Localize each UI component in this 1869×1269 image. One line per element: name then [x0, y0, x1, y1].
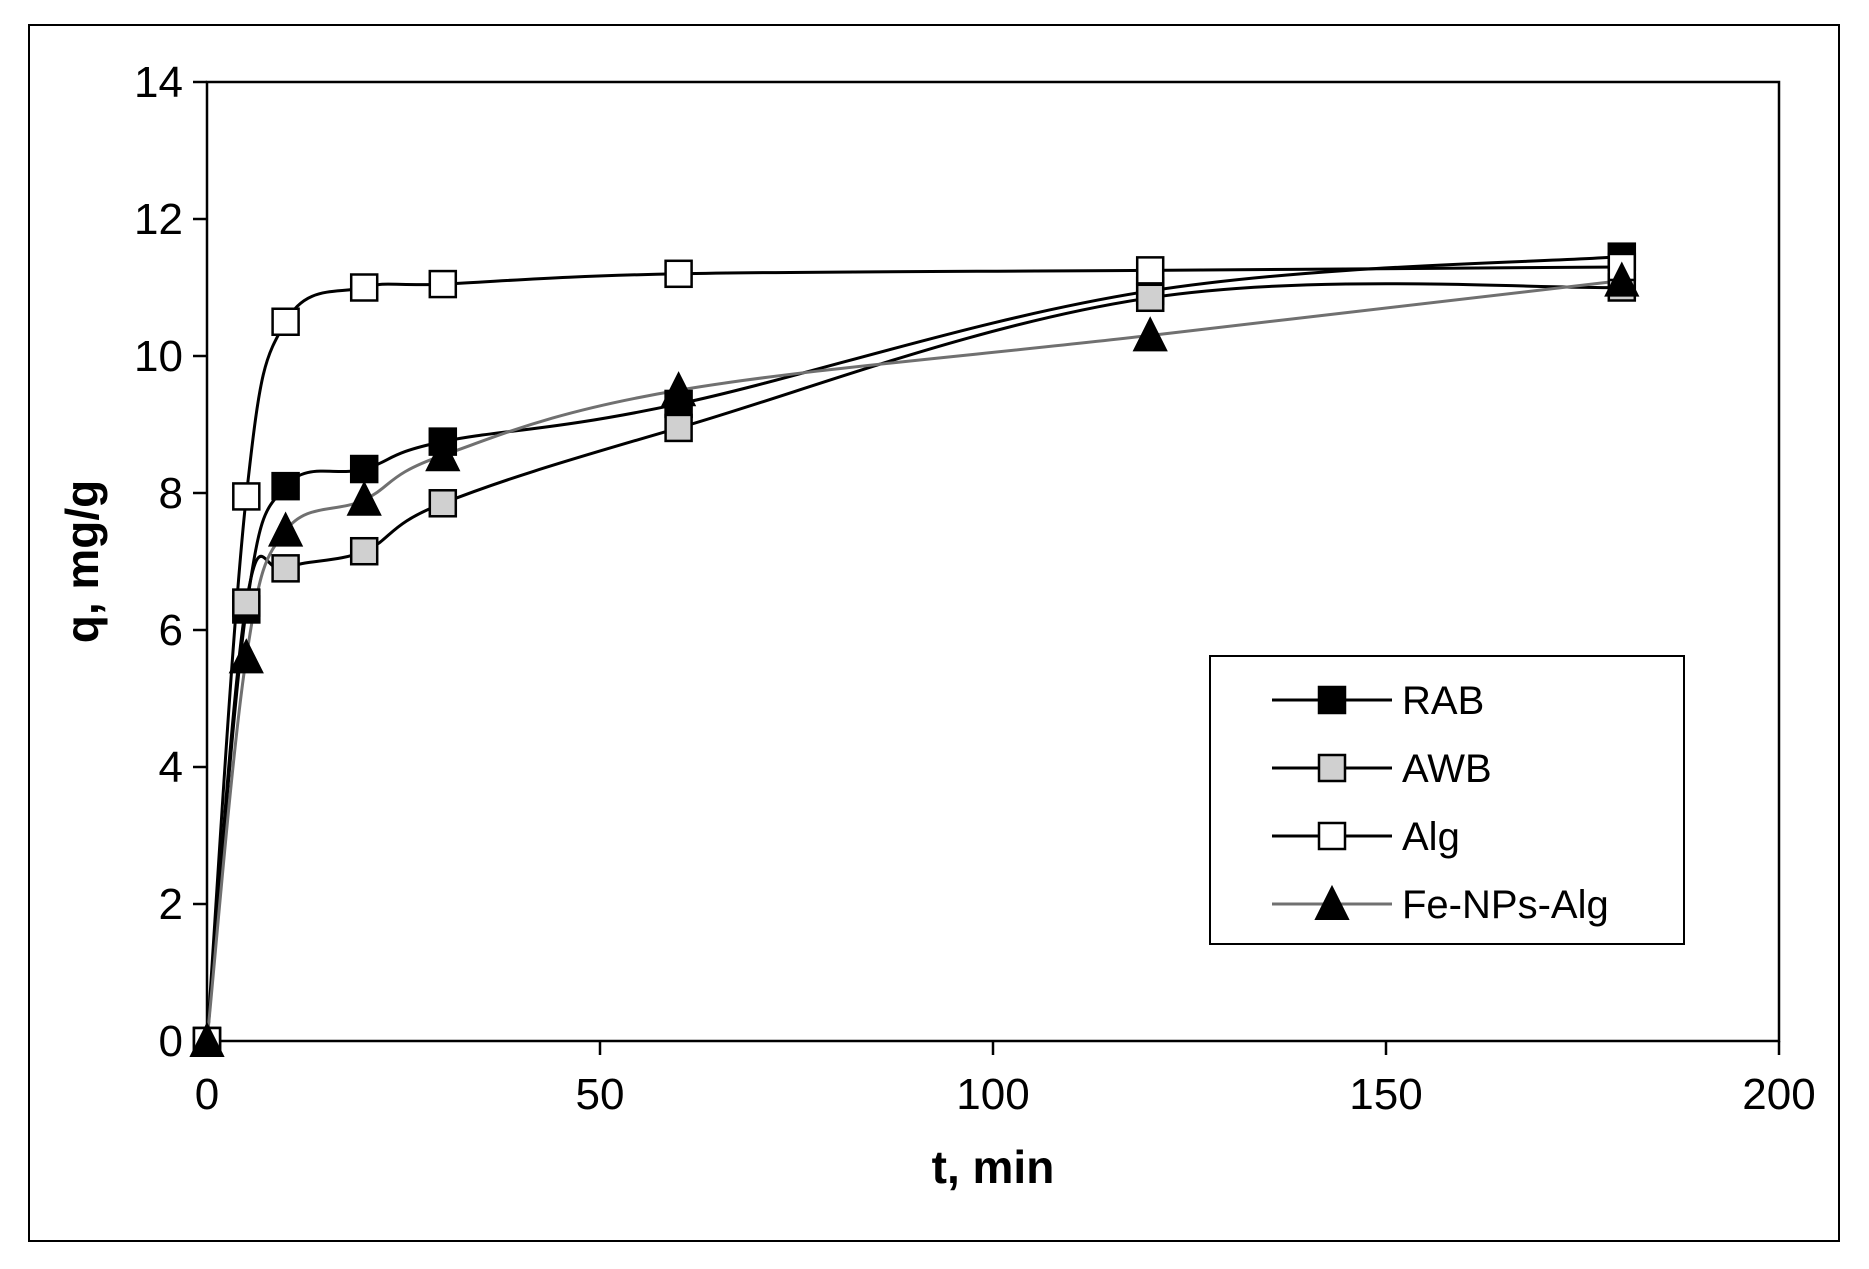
legend-item: RAB [1272, 679, 1484, 723]
legend-item: Alg [1272, 815, 1460, 859]
x-axis-title: t, min [932, 1141, 1055, 1193]
y-tick-label: 6 [159, 606, 183, 655]
data-point-alg [428, 269, 458, 299]
data-point-awb [349, 536, 379, 566]
y-tick-label: 0 [159, 1017, 183, 1066]
x-tick-label: 150 [1349, 1070, 1422, 1119]
data-point-awb [232, 588, 261, 617]
legend-label: AWB [1402, 747, 1492, 791]
y-tick-label: 10 [134, 332, 183, 381]
legend-marker-fe-nps-alg [1314, 884, 1350, 920]
data-point-fe-nps-alg [425, 436, 461, 472]
data-point-rab [349, 454, 379, 484]
y-tick-label: 2 [159, 880, 183, 929]
chart-frame [28, 24, 1840, 1242]
y-tick-label: 14 [134, 58, 183, 107]
legend-label: Fe-NPs-Alg [1402, 883, 1609, 927]
y-axis-title: q, mg/g [56, 480, 108, 644]
data-point-awb [1135, 283, 1165, 313]
data-point-fe-nps-alg [1604, 261, 1640, 297]
legend: RAB AWB Alg Fe-NPs-Alg [1209, 655, 1685, 945]
legend-marker-rab [1317, 685, 1347, 715]
y-tick-label: 4 [159, 743, 183, 792]
legend-item: AWB [1272, 747, 1492, 791]
legend-label: RAB [1402, 679, 1484, 723]
axes: 0 2 4 6 8 10 12 14 0 50 100 150 200 [134, 58, 1816, 1119]
legend-marker-alg [1317, 821, 1347, 851]
data-point-fe-nps-alg [189, 1021, 225, 1057]
data-point-alg [232, 482, 261, 511]
data-point-alg [271, 307, 300, 336]
data-point-fe-nps-alg [346, 480, 382, 516]
data-point-alg [349, 273, 379, 302]
y-tick-label: 12 [134, 195, 183, 244]
data-point-fe-nps-alg [660, 371, 697, 407]
data-point-fe-nps-alg [228, 638, 264, 674]
data-point-awb [271, 554, 300, 583]
x-tick-label: 100 [956, 1070, 1029, 1119]
legend-item: Fe-NPs-Alg [1272, 883, 1609, 927]
data-point-awb [428, 489, 458, 518]
data-point-rab [271, 471, 300, 501]
data-point-alg [664, 259, 693, 289]
data-point-alg [1135, 256, 1165, 285]
x-tick-label: 200 [1742, 1070, 1815, 1119]
legend-label: Alg [1402, 815, 1460, 859]
series-markers [189, 242, 1640, 1057]
legend-box [1209, 655, 1685, 945]
legend-marker-awb [1317, 753, 1347, 783]
data-point-fe-nps-alg [267, 511, 304, 547]
data-point-fe-nps-alg [1132, 316, 1168, 352]
x-tick-label: 0 [195, 1070, 219, 1119]
x-tick-label: 50 [576, 1070, 625, 1119]
y-tick-label: 8 [159, 469, 183, 518]
data-point-awb [664, 413, 693, 443]
